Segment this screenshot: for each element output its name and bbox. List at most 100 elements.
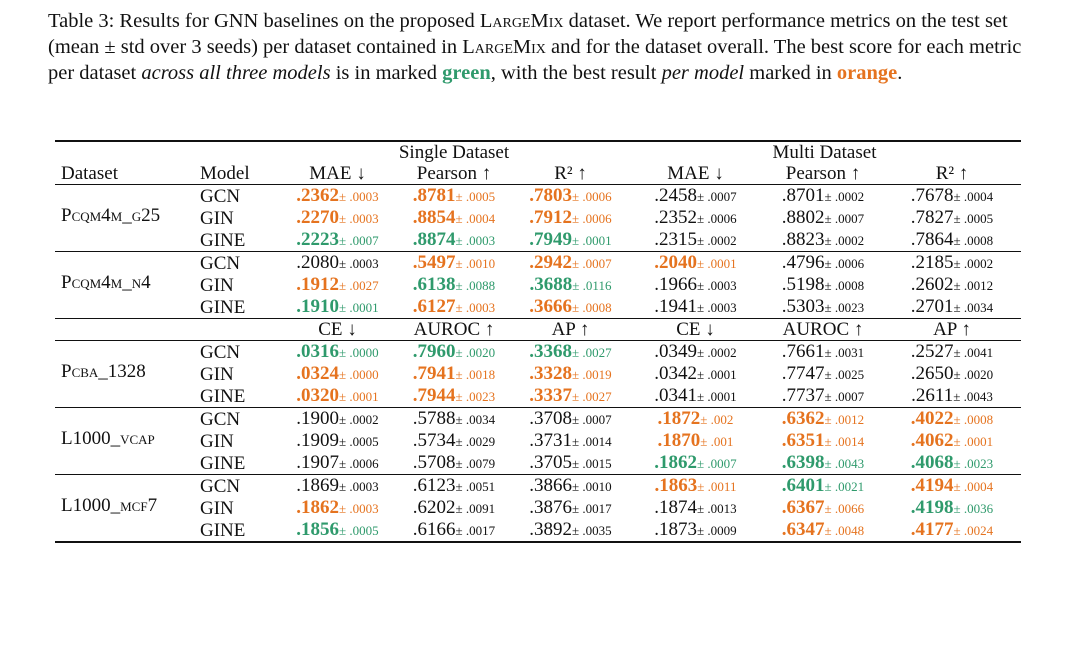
mean-value: .1872 xyxy=(657,408,701,429)
mean-value: .7949 xyxy=(529,229,573,250)
std-value: ± .0007 xyxy=(339,233,379,248)
result-cell: .6401± .0021 xyxy=(763,475,883,498)
mean-value: .8874 xyxy=(412,229,456,250)
std-value: ± .0005 xyxy=(339,434,379,449)
std-value: ± .0007 xyxy=(572,256,612,271)
std-value: ± .0003 xyxy=(339,256,379,271)
std-value: ± .0023 xyxy=(455,389,496,404)
result-cell: .3688± .0116 xyxy=(513,274,628,296)
mean-value: .5303 xyxy=(781,296,825,317)
std-value: ± .0066 xyxy=(824,501,865,516)
caption-text: green xyxy=(442,62,491,84)
dataset-name: L1000_mcf7 xyxy=(55,474,200,543)
result-cell: .7864± .0008 xyxy=(883,229,1021,252)
column-header: AUROC ↑ xyxy=(763,318,883,341)
mean-value: .2701 xyxy=(910,296,954,317)
mean-value: .1856 xyxy=(296,519,340,540)
result-cell: .2458± .0007 xyxy=(628,185,763,208)
mean-value: .0349 xyxy=(654,341,698,362)
std-value: ± .0018 xyxy=(455,367,496,382)
std-value: ± .0012 xyxy=(824,412,865,427)
column-header: Model xyxy=(200,163,280,185)
caption-text: is in marked xyxy=(330,62,443,84)
result-cell: .3866± .0010 xyxy=(513,475,628,498)
std-value: ± .0007 xyxy=(697,456,737,471)
result-cell: .7941± .0018 xyxy=(395,363,513,385)
result-cell: .2362± .0003 xyxy=(280,185,395,208)
data-row: GIN .1912± .0027.6138± .0088.3688± .0116.… xyxy=(55,274,1021,296)
std-value: ± .0035 xyxy=(572,523,612,538)
mean-value: .2611 xyxy=(911,385,954,406)
dataset-name: Pcqm4m_n4 xyxy=(55,251,200,319)
data-row: Pcba_1328 GCN .0316± .0000.7960± .0020.336… xyxy=(55,340,1021,408)
empty-cell xyxy=(200,318,280,341)
std-value: ± .0015 xyxy=(572,456,612,471)
mean-value: .2527 xyxy=(910,341,954,362)
result-cell: .2223± .0007 xyxy=(280,229,395,252)
result-cell: .1874± .0013 xyxy=(628,497,763,519)
mean-value: .7912 xyxy=(529,207,573,228)
result-cell: .4177± .0024 xyxy=(883,519,1021,543)
result-cell: .1873± .0009 xyxy=(628,519,763,543)
result-cell: .1863± .0011 xyxy=(628,475,763,498)
result-cell: .5734± .0029 xyxy=(395,430,513,452)
std-value: ± .0004 xyxy=(953,189,994,204)
mean-value: .3328 xyxy=(529,363,573,384)
std-value: ± .0051 xyxy=(455,479,496,494)
mean-value: .6347 xyxy=(781,519,825,540)
data-row: GINE .1907± .0006.5708± .0079.3705± .0015… xyxy=(55,452,1021,475)
model-name: GINE xyxy=(200,296,280,319)
mean-value: .4198 xyxy=(910,497,954,518)
std-value: ± .0007 xyxy=(572,412,612,427)
model-name: GIN xyxy=(200,207,234,229)
result-cell: .8701± .0002 xyxy=(763,185,883,208)
mean-value: .1912 xyxy=(296,274,340,295)
result-cell: .3892± .0035 xyxy=(513,519,628,543)
result-cell: .1872± .002 xyxy=(628,408,763,431)
mean-value: .7661 xyxy=(781,341,825,362)
result-cell: .3368± .0027 xyxy=(513,341,628,364)
result-cell: .7949± .0001 xyxy=(513,229,628,252)
std-value: ± .0001 xyxy=(339,300,379,315)
std-value: ± .0007 xyxy=(824,389,865,404)
result-cell: .2650± .0020 xyxy=(883,363,1021,385)
std-value: ± .0000 xyxy=(339,367,379,382)
mean-value: .8802 xyxy=(781,207,825,228)
mean-value: .6127 xyxy=(412,296,456,317)
result-cell: .2080± .0003 xyxy=(280,252,395,275)
std-value: ± .0017 xyxy=(455,523,496,538)
column-header: Dataset xyxy=(55,163,200,185)
result-cell: .6166± .0017 xyxy=(395,519,513,543)
result-cell: .1907± .0006 xyxy=(280,452,395,475)
result-cell: .4062± .0001 xyxy=(883,430,1021,452)
mean-value: .7864 xyxy=(910,229,954,250)
std-value: ± .0029 xyxy=(455,434,496,449)
result-cell: .6347± .0048 xyxy=(763,519,883,543)
std-value: ± .0003 xyxy=(339,479,379,494)
caption-text: marked in xyxy=(744,62,837,84)
mean-value: .0324 xyxy=(296,363,340,384)
result-cell: .2942± .0007 xyxy=(513,252,628,275)
mean-value: .0316 xyxy=(296,341,340,362)
data-row: GINE .0320± .0001.7944± .0023.3337± .0027… xyxy=(55,385,1021,408)
mean-value: .0342 xyxy=(654,363,698,384)
model-name: GCN xyxy=(200,475,241,497)
data-row: Pcqm4m_g25 GCN .2362± .0003.8781± .0005.78… xyxy=(55,184,1021,252)
model-name: GIN xyxy=(200,274,234,296)
group-header-row: Single Dataset Multi Dataset xyxy=(55,140,1021,163)
std-value: ± .0003 xyxy=(697,278,737,293)
model-name: GINE xyxy=(200,519,280,543)
caption-text: per model xyxy=(661,62,745,84)
result-cell: .1856± .0005 xyxy=(280,519,395,543)
mean-value: .3688 xyxy=(529,274,573,295)
result-cell: .6127± .0003 xyxy=(395,296,513,319)
caption: Table 3: Results for GNN baselines on th… xyxy=(48,8,1033,86)
results-table: Single Dataset Multi Dataset Dataset Model M… xyxy=(55,140,1021,543)
std-value: ± .0003 xyxy=(339,189,379,204)
result-cell: .7912± .0006 xyxy=(513,207,628,229)
std-value: ± .0021 xyxy=(824,479,865,494)
result-cell: .3337± .0027 xyxy=(513,385,628,408)
std-value: ± .0006 xyxy=(572,189,612,204)
data-row: GIN .2270± .0003.8854± .0004.7912± .0006.… xyxy=(55,207,1021,229)
std-value: ± .0008 xyxy=(953,233,994,248)
